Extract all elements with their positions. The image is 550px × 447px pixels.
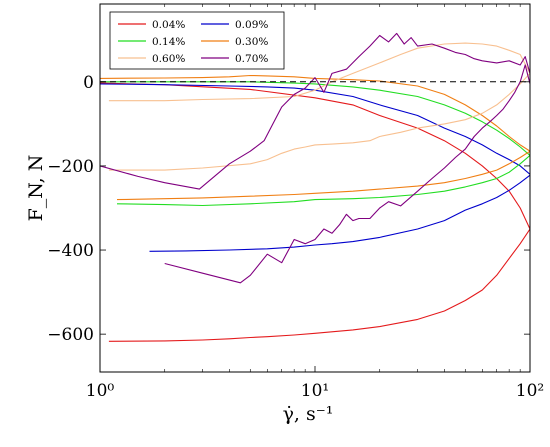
x-axis-title: γ̇, s⁻¹ <box>283 403 334 425</box>
y-tick-label-2: −400 <box>47 241 94 261</box>
series-line-10 <box>100 32 530 190</box>
y-axis-title-text: F_N, N <box>25 155 47 222</box>
y-tick-label-3: −600 <box>47 325 94 345</box>
series-line-2 <box>149 174 530 252</box>
series-line-11 <box>164 64 530 284</box>
series-line-3 <box>100 83 530 175</box>
legend-label-3: 0.30% <box>235 36 268 48</box>
legend-label-0: 0.04% <box>152 19 185 31</box>
y-tick-label-1: −200 <box>47 157 94 177</box>
x-tick-label-0: 10⁰ <box>86 381 115 401</box>
series-line-4 <box>116 154 530 207</box>
y-axis-title: F_N, N <box>25 155 47 222</box>
series-layer <box>100 32 530 342</box>
x-tick-label-2: 10² <box>516 381 544 401</box>
series-line-1 <box>100 82 530 230</box>
legend-label-1: 0.09% <box>235 19 268 31</box>
y-tick-label-0: 0 <box>83 73 94 93</box>
series-line-0 <box>108 228 530 342</box>
legend-label-2: 0.14% <box>152 36 185 48</box>
ticks-layer: 10⁰ 10¹ 10² 0 −200 −400 −600 <box>47 4 544 401</box>
series-line-9 <box>108 42 530 102</box>
legend: 0.04% 0.09% 0.14% 0.30% 0.60% 0.70% <box>109 11 285 70</box>
x-axis-title-text: γ̇, s⁻¹ <box>283 403 334 425</box>
series-line-6 <box>116 150 530 201</box>
x-tick-label-1: 10¹ <box>301 381 329 401</box>
series-line-8 <box>108 73 530 171</box>
legend-label-5: 0.70% <box>235 53 268 65</box>
legend-label-4: 0.60% <box>152 53 185 65</box>
series-line-7 <box>100 74 530 152</box>
